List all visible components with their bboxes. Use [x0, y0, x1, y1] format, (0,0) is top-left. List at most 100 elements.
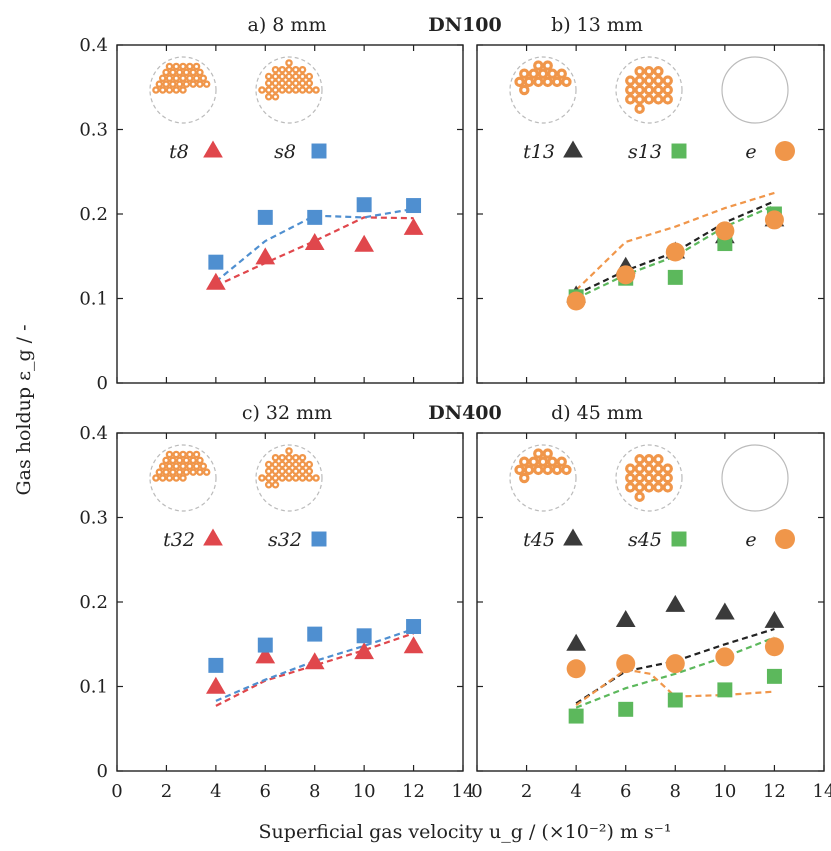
legend-label: e	[745, 141, 756, 163]
sieve-hole	[271, 92, 280, 101]
x-tick-label: 0	[471, 781, 482, 802]
sieve-hole	[258, 474, 266, 482]
data-point-t8	[255, 247, 276, 265]
sieve-hole	[285, 79, 293, 88]
x-tick-label: 14	[813, 781, 831, 802]
sieve-hole	[634, 472, 645, 484]
sieve-hole	[179, 74, 187, 83]
sieve-hole	[537, 68, 549, 79]
sieve-hole	[556, 68, 567, 79]
sieve-hole	[519, 68, 530, 79]
sieve-hole	[162, 456, 170, 465]
y-tick-label: 0.4	[79, 423, 108, 444]
sieve-hole	[264, 460, 273, 469]
sieve-hole	[542, 76, 553, 88]
sieve-hole	[291, 453, 300, 462]
sieve-hole	[199, 74, 208, 83]
sieve-hole	[305, 86, 314, 94]
x-tick-label: 6	[620, 781, 631, 802]
sieve-hole	[285, 474, 293, 482]
sieve-hole	[192, 450, 201, 459]
y-tick-label: 0	[97, 373, 108, 394]
legend-label: s8	[274, 141, 296, 163]
sieve-hole	[312, 474, 320, 482]
data-point-e	[616, 265, 636, 285]
panel-c: 0 2 4 6 8 10 12 14 0 0.1 0.2 0.3 0.4 c) 32 mm t32 s32	[79, 402, 474, 802]
sieve-hole	[533, 448, 544, 459]
sieve-hole	[653, 472, 664, 484]
data-point-e	[665, 654, 685, 674]
data-point-t45	[714, 602, 735, 620]
sieve-hole	[285, 460, 293, 469]
sieve-hole	[285, 72, 293, 81]
sieve-hole	[523, 464, 535, 476]
fit-line	[575, 636, 775, 709]
sieve-hole	[643, 472, 655, 484]
sieve-hole	[271, 480, 280, 489]
sieve-hole	[285, 467, 293, 476]
sieve-hole	[165, 86, 174, 94]
x-tick-label: 12	[402, 781, 425, 802]
plot-frame	[116, 44, 464, 384]
sieve-hole	[172, 474, 181, 482]
sieve-hole	[175, 456, 184, 465]
sieve-hole	[271, 86, 280, 94]
panel-title: d) 45 mm	[551, 402, 643, 424]
sieve-hole	[662, 482, 673, 493]
sieve-hole	[175, 468, 184, 476]
sieve-hole	[547, 456, 558, 467]
fit-line	[215, 216, 414, 287]
sieve-hole	[199, 462, 208, 471]
sieve-hole	[155, 80, 164, 88]
sieve-hole	[152, 474, 160, 482]
sieve-hole	[285, 65, 293, 74]
sieve-hole	[533, 464, 544, 476]
data-point-t32	[255, 646, 276, 664]
data-point-t8	[205, 272, 226, 290]
panel-title: a) 8 mm	[248, 14, 327, 36]
sieve-outline	[149, 56, 217, 124]
data-point-e	[665, 242, 685, 262]
sieve-outline	[149, 444, 217, 512]
sieve-hole	[196, 68, 204, 77]
sieve-hole	[643, 454, 655, 465]
x-tick-label: 0	[111, 781, 122, 802]
sieve-outline	[255, 444, 323, 512]
sieve-hole	[278, 460, 287, 469]
sieve-hole	[519, 456, 530, 467]
sieve-hole	[162, 80, 170, 88]
data-point-t45	[566, 633, 587, 651]
x-tick-label: 2	[521, 781, 532, 802]
sieve-hole	[662, 472, 673, 484]
sieve-hole	[662, 94, 673, 105]
sieve-hole	[533, 76, 544, 88]
sieve-hole	[278, 65, 287, 74]
data-point-t8	[354, 234, 375, 252]
sieve-hole	[169, 80, 177, 88]
legend-marker	[775, 141, 795, 161]
sieve-hole	[643, 482, 655, 493]
sieve-hole	[291, 79, 300, 88]
sieve-hole	[182, 80, 191, 88]
y-tick-label: 0.1	[79, 677, 108, 698]
sieve-hole	[162, 68, 170, 77]
sieve-hole	[165, 74, 174, 83]
sieve-hole	[189, 468, 197, 476]
sieve-hole	[158, 462, 167, 471]
x-tick-label: 10	[713, 781, 736, 802]
sieve-hole	[271, 72, 280, 81]
fit-line	[215, 627, 414, 702]
sieve-hole	[662, 84, 673, 96]
sieve-hole	[271, 467, 280, 476]
sieve-hole	[278, 86, 287, 94]
sieve-hole	[185, 450, 194, 459]
sieve-hole	[285, 86, 293, 94]
sieve-hole	[643, 84, 655, 96]
y-tick-label: 0	[97, 761, 108, 782]
group-label-dn400: DN400	[428, 402, 502, 424]
data-point-s32	[208, 657, 224, 673]
sieve-hole	[264, 72, 273, 81]
sieve-hole	[271, 65, 280, 74]
